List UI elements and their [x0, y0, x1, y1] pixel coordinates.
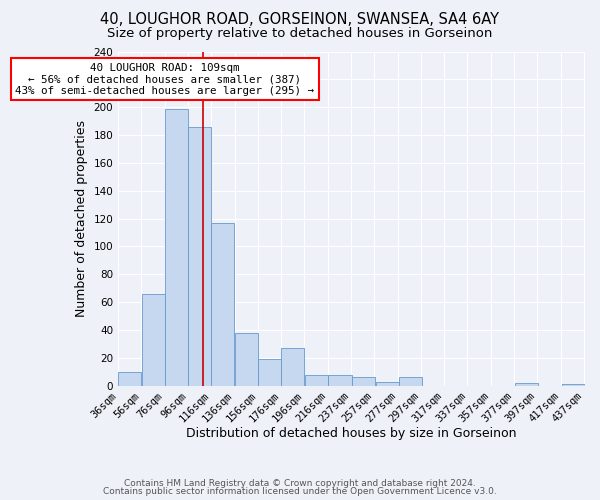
Bar — [235, 333, 257, 386]
Bar — [352, 378, 375, 386]
Bar — [562, 384, 585, 386]
Y-axis label: Number of detached properties: Number of detached properties — [75, 120, 88, 317]
Bar — [188, 126, 211, 386]
Bar — [515, 383, 538, 386]
Bar — [211, 223, 235, 386]
Text: Size of property relative to detached houses in Gorseinon: Size of property relative to detached ho… — [107, 28, 493, 40]
Bar — [118, 372, 141, 386]
Bar — [376, 382, 398, 386]
Bar — [328, 374, 352, 386]
Bar — [258, 360, 281, 386]
Bar — [142, 294, 164, 386]
Text: Contains HM Land Registry data © Crown copyright and database right 2024.: Contains HM Land Registry data © Crown c… — [124, 478, 476, 488]
Bar — [305, 374, 328, 386]
Bar — [399, 378, 422, 386]
Bar — [165, 108, 188, 386]
X-axis label: Distribution of detached houses by size in Gorseinon: Distribution of detached houses by size … — [187, 427, 517, 440]
Bar — [281, 348, 304, 386]
Text: Contains public sector information licensed under the Open Government Licence v3: Contains public sector information licen… — [103, 487, 497, 496]
Text: 40, LOUGHOR ROAD, GORSEINON, SWANSEA, SA4 6AY: 40, LOUGHOR ROAD, GORSEINON, SWANSEA, SA… — [101, 12, 499, 28]
Text: 40 LOUGHOR ROAD: 109sqm
← 56% of detached houses are smaller (387)
43% of semi-d: 40 LOUGHOR ROAD: 109sqm ← 56% of detache… — [15, 62, 314, 96]
